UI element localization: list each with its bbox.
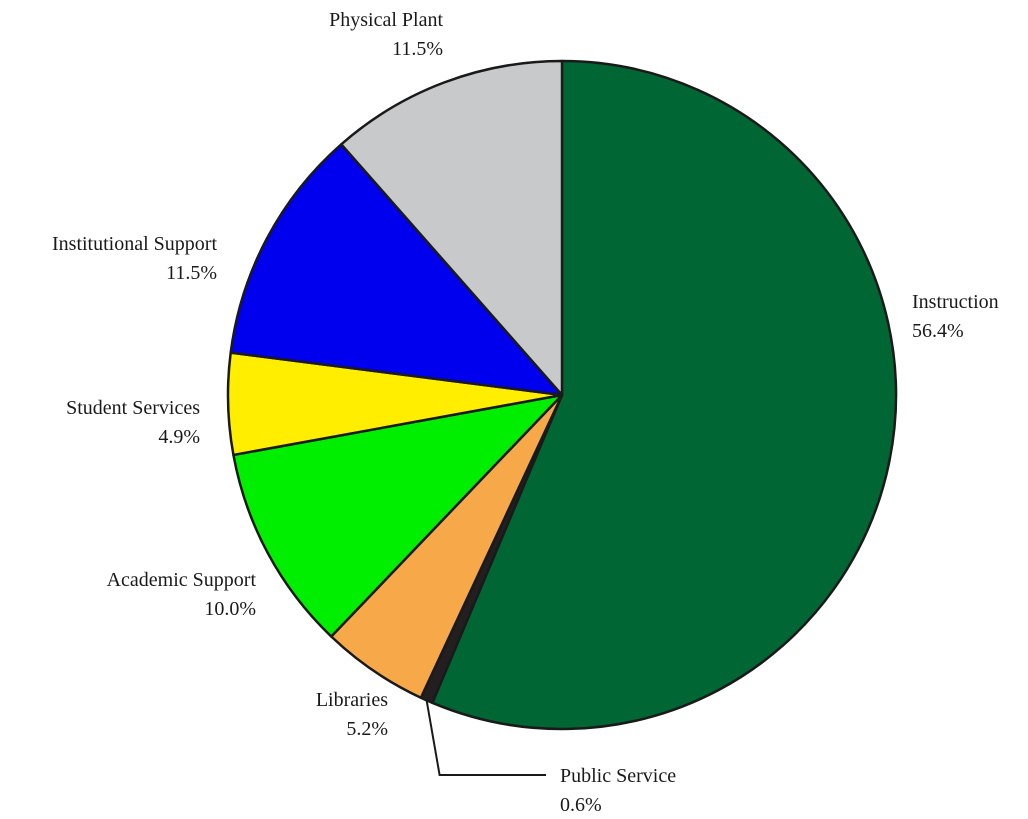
pie-slices bbox=[226, 59, 898, 731]
pie-slice-academic-support bbox=[232, 393, 564, 638]
leader-lines bbox=[425, 700, 546, 776]
pie-slice-instruction bbox=[431, 59, 898, 731]
slice-label-instruction: Instruction bbox=[912, 291, 999, 313]
slice-label-academic-support: Academic Support bbox=[107, 569, 257, 591]
slice-value-institutional-support: 11.5% bbox=[166, 262, 217, 284]
slice-labels: Instruction 56.4% Public Service 0.6% Librar… bbox=[52, 9, 999, 816]
slice-value-physical-plant: 11.5% bbox=[392, 38, 443, 60]
slice-label-student-services: Student Services bbox=[66, 397, 200, 419]
slice-value-instruction: 56.4% bbox=[912, 320, 964, 342]
slice-label-libraries: Libraries bbox=[316, 689, 388, 711]
slice-label-public-service: Public Service bbox=[560, 765, 676, 787]
slice-label-institutional-support: Institutional Support bbox=[52, 233, 217, 255]
slice-value-academic-support: 10.0% bbox=[204, 598, 256, 620]
leader-line-public-service bbox=[425, 700, 546, 776]
slice-value-student-services: 4.9% bbox=[158, 426, 200, 448]
slice-value-public-service: 0.6% bbox=[560, 794, 602, 814]
slice-value-libraries: 5.2% bbox=[346, 718, 388, 740]
pie-slice-physical-plant bbox=[340, 59, 564, 397]
pie-slice-institutional-support bbox=[229, 143, 564, 397]
slice-label-physical-plant: Physical Plant bbox=[329, 9, 443, 31]
